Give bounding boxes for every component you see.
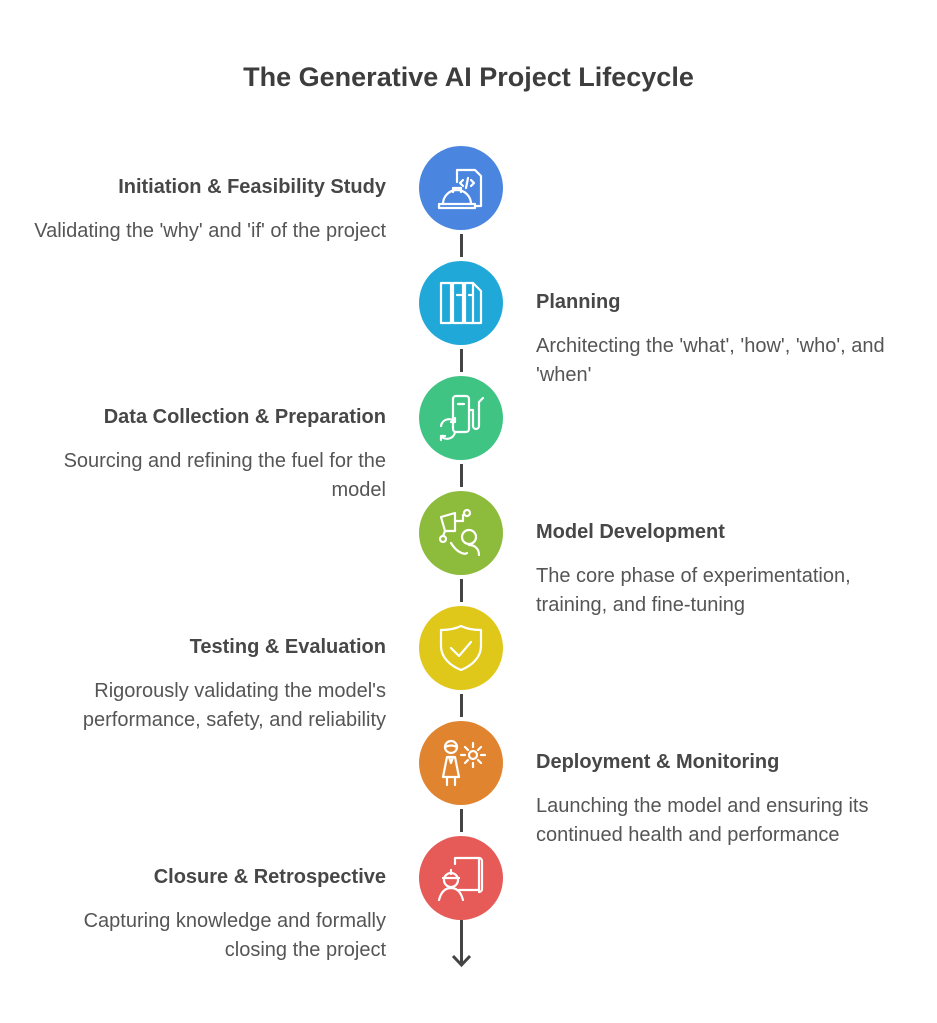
step-description: Architecting the 'what', 'how', 'who', a… [536, 335, 885, 386]
step-heading: Testing & Evaluation [189, 636, 386, 658]
step-heading: Initiation & Feasibility Study [118, 176, 386, 198]
step-description: Sourcing and refining the fuel for the m… [63, 450, 386, 501]
step-heading: Deployment & Monitoring [536, 751, 780, 773]
step-description: Validating the 'why' and 'if' of the pro… [34, 220, 386, 242]
step-block: Closure & Retrospective Capturing knowled… [26, 863, 386, 965]
step-block: Planning Architecting the 'what', 'how', … [536, 288, 896, 390]
step-block: Testing & Evaluation Rigorously validatin… [26, 633, 386, 735]
step-block: Data Collection & Preparation Sourcing an… [26, 403, 386, 505]
step-block: Initiation & Feasibility Study Validating… [26, 173, 386, 246]
step-circle [419, 491, 503, 575]
step-circle [419, 261, 503, 345]
step-block: Model Development The core phase of exper… [536, 518, 896, 620]
step-heading: Closure & Retrospective [153, 866, 386, 888]
step-description: The core phase of experimentation, train… [536, 565, 851, 616]
connector-line [460, 349, 463, 372]
connector-line [460, 694, 463, 717]
fuel-pump-refresh-icon [439, 394, 485, 442]
person-network-icon [438, 508, 481, 557]
hard-hat-code-icon [437, 168, 483, 210]
engineer-blueprint-icon [437, 856, 484, 902]
step-block: Deployment & Monitoring Launching the mod… [536, 748, 896, 850]
arrow-down-icon [451, 920, 472, 968]
step-description: Launching the model and ensuring its con… [536, 795, 869, 846]
step-circle [419, 376, 503, 460]
connector-line [460, 809, 463, 832]
step-circle [419, 721, 503, 805]
step-circle [419, 836, 503, 920]
connector-line [460, 464, 463, 487]
connector-line [460, 579, 463, 602]
blueprint-columns-icon [439, 281, 483, 325]
step-heading: Data Collection & Preparation [103, 406, 386, 428]
step-description: Rigorously validating the model's perfor… [82, 680, 386, 731]
connector-line [460, 234, 463, 257]
shield-check-icon [439, 624, 483, 672]
step-heading: Model Development [536, 521, 725, 543]
step-circle [419, 146, 503, 230]
step-description: Capturing knowledge and formally closing… [83, 910, 386, 961]
person-gear-icon [441, 739, 487, 787]
diagram-title: The Generative AI Project Lifecycle [243, 62, 694, 92]
step-heading: Planning [536, 291, 621, 313]
step-circle [419, 606, 503, 690]
